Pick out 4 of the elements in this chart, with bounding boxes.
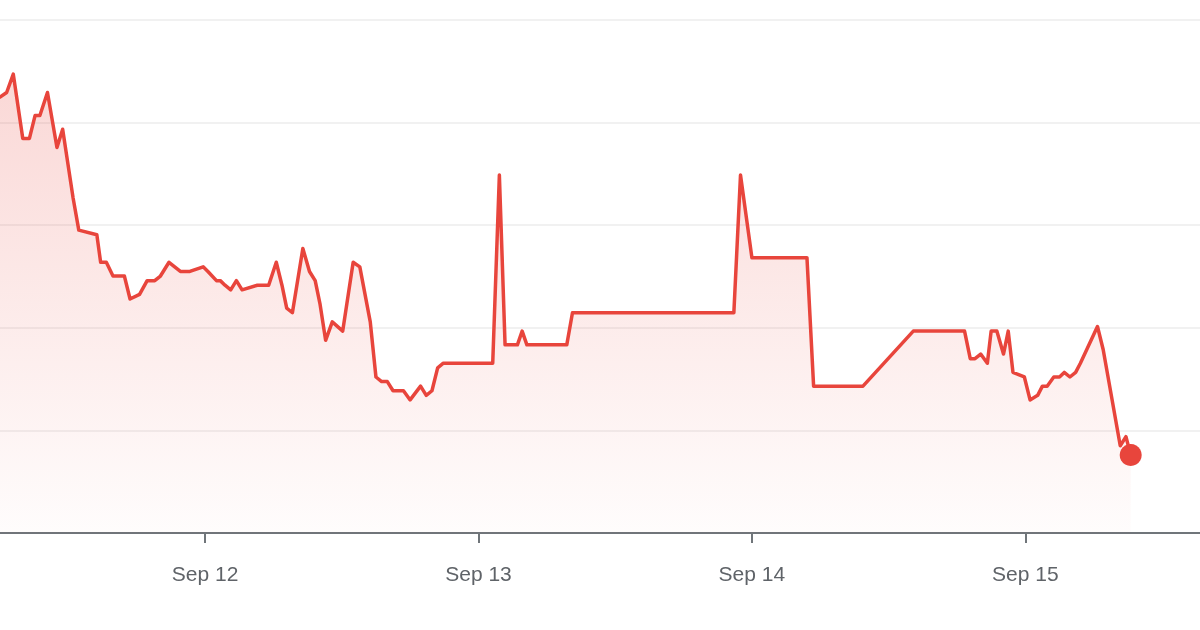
x-tick-label: Sep 13 xyxy=(445,562,512,585)
x-tick-label: Sep 15 xyxy=(992,562,1059,585)
x-tick-label: Sep 12 xyxy=(171,562,239,585)
x-tick-label: Sep 14 xyxy=(718,562,786,585)
